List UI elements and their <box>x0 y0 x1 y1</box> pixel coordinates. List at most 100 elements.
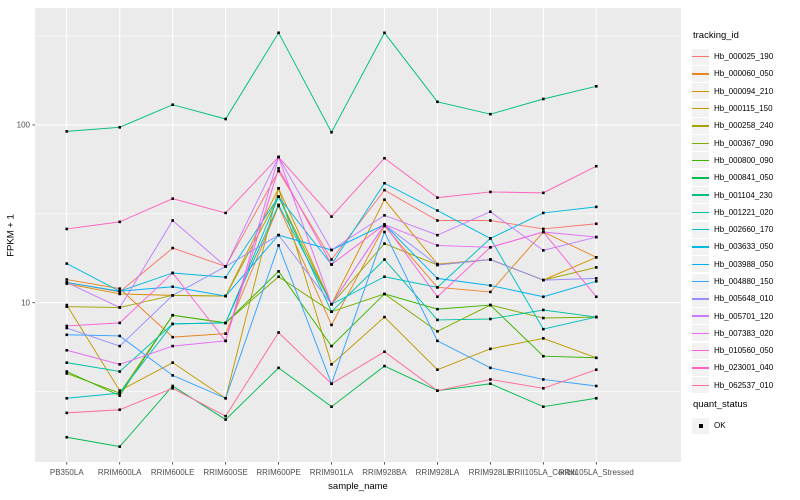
data-point <box>224 396 227 400</box>
data-point <box>277 167 280 170</box>
data-point <box>383 224 386 228</box>
data-point <box>542 386 545 390</box>
data-point <box>383 258 386 261</box>
x-tick-label: RRIM928BA <box>362 468 407 477</box>
legend-key-swatch <box>692 83 709 100</box>
legend-item-label: Hb_000094_210 <box>714 86 774 96</box>
legend-key-swatch <box>692 65 709 82</box>
legend-key-line-icon <box>692 177 709 179</box>
data-point <box>330 258 333 261</box>
data-point <box>436 263 439 267</box>
data-point <box>118 321 122 325</box>
legend-item-label: Hb_000115_150 <box>714 104 773 114</box>
black-square-marker-icon <box>698 423 703 428</box>
data-point <box>436 219 439 222</box>
legend-key-swatch <box>692 48 709 65</box>
legend-item-label: Hb_004880_150 <box>714 277 774 286</box>
legend-item-label: Hb_010560_050 <box>714 346 774 356</box>
legend-key-line-icon <box>692 246 709 248</box>
data-point <box>171 285 174 289</box>
data-point <box>594 85 598 88</box>
data-point <box>436 295 439 299</box>
data-point <box>65 411 69 415</box>
x-tick-label: RRIM600SE <box>203 468 248 477</box>
data-point <box>277 187 280 190</box>
legend-key-swatch <box>692 342 709 359</box>
data-point <box>383 181 386 185</box>
data-point <box>542 337 545 340</box>
data-point <box>118 394 122 397</box>
data-point <box>594 368 598 371</box>
data-point <box>383 315 386 319</box>
legend-key-line-icon <box>692 142 709 144</box>
data-point <box>383 156 386 160</box>
y-axis-title: FPKM + 1 <box>5 214 17 257</box>
data-point <box>542 227 545 231</box>
data-point <box>489 290 492 294</box>
data-point <box>542 378 545 381</box>
legend-key-swatch <box>692 256 709 273</box>
data-point <box>277 366 280 370</box>
legend-key-line-icon <box>692 280 709 283</box>
data-point <box>542 316 545 320</box>
data-point <box>436 233 439 237</box>
legend-key-line-icon <box>692 350 709 352</box>
data-point <box>330 302 333 306</box>
data-point <box>542 230 545 234</box>
legend-key-swatch <box>692 325 709 342</box>
legend-key-swatch <box>692 359 709 376</box>
legend-item-label: Hb_003988_050 <box>714 259 774 269</box>
legend-key-swatch <box>692 238 709 255</box>
data-point <box>594 279 598 283</box>
data-point <box>65 348 69 352</box>
legend-key-swatch <box>692 290 709 307</box>
data-point <box>383 364 386 368</box>
legend-item-label: Hb_023001_040 <box>714 363 774 373</box>
data-point <box>436 330 439 333</box>
data-point <box>489 219 492 222</box>
data-point <box>436 286 439 289</box>
data-point <box>436 277 439 280</box>
data-point <box>171 344 174 348</box>
data-point <box>65 303 69 307</box>
quant-legend-title: quant_status <box>693 399 748 410</box>
data-point <box>383 242 386 245</box>
legend-item-Hb_023001_040: Hb_023001_040 <box>692 359 800 376</box>
legend-key-line-icon <box>692 263 709 265</box>
data-point <box>489 210 492 214</box>
x-tick-label: RRIM901LA <box>309 468 354 477</box>
legend-item-Hb_005701_120: Hb_005701_120 <box>692 307 800 325</box>
data-point <box>594 277 598 280</box>
y-tick-label: 100 <box>16 120 30 130</box>
quant-ok-label: OK <box>714 421 726 431</box>
legend-item-Hb_003633_050: Hb_003633_050 <box>692 238 800 255</box>
data-point <box>118 389 122 392</box>
legend-key-swatch <box>692 204 709 221</box>
legend-key-swatch <box>692 152 709 169</box>
legend-key-line-icon <box>692 56 709 58</box>
data-point <box>65 361 69 364</box>
data-point <box>436 389 439 392</box>
data-point <box>594 315 598 319</box>
legend-tracking-id: tracking_id Hb_000025_190 Hb_000060_050 Hb… <box>692 30 800 394</box>
data-point <box>118 408 122 412</box>
data-point <box>224 321 227 325</box>
data-point <box>436 339 439 343</box>
data-point <box>171 374 174 377</box>
data-point <box>118 334 122 338</box>
data-point <box>489 112 492 116</box>
data-point <box>489 237 492 240</box>
legend-item-Hb_003988_050: Hb_003988_050 <box>692 256 800 273</box>
data-point <box>594 396 598 400</box>
data-point <box>277 155 280 159</box>
data-point <box>171 271 174 275</box>
legend-item-Hb_007383_020: Hb_007383_020 <box>692 325 800 342</box>
data-point <box>118 126 122 129</box>
data-point <box>330 323 333 327</box>
data-point <box>171 313 174 317</box>
legend-key-swatch <box>692 169 709 186</box>
x-axis-title: sample_name <box>328 481 388 492</box>
data-point <box>277 195 280 198</box>
legend-item-label: Hb_003633_050 <box>714 242 774 252</box>
